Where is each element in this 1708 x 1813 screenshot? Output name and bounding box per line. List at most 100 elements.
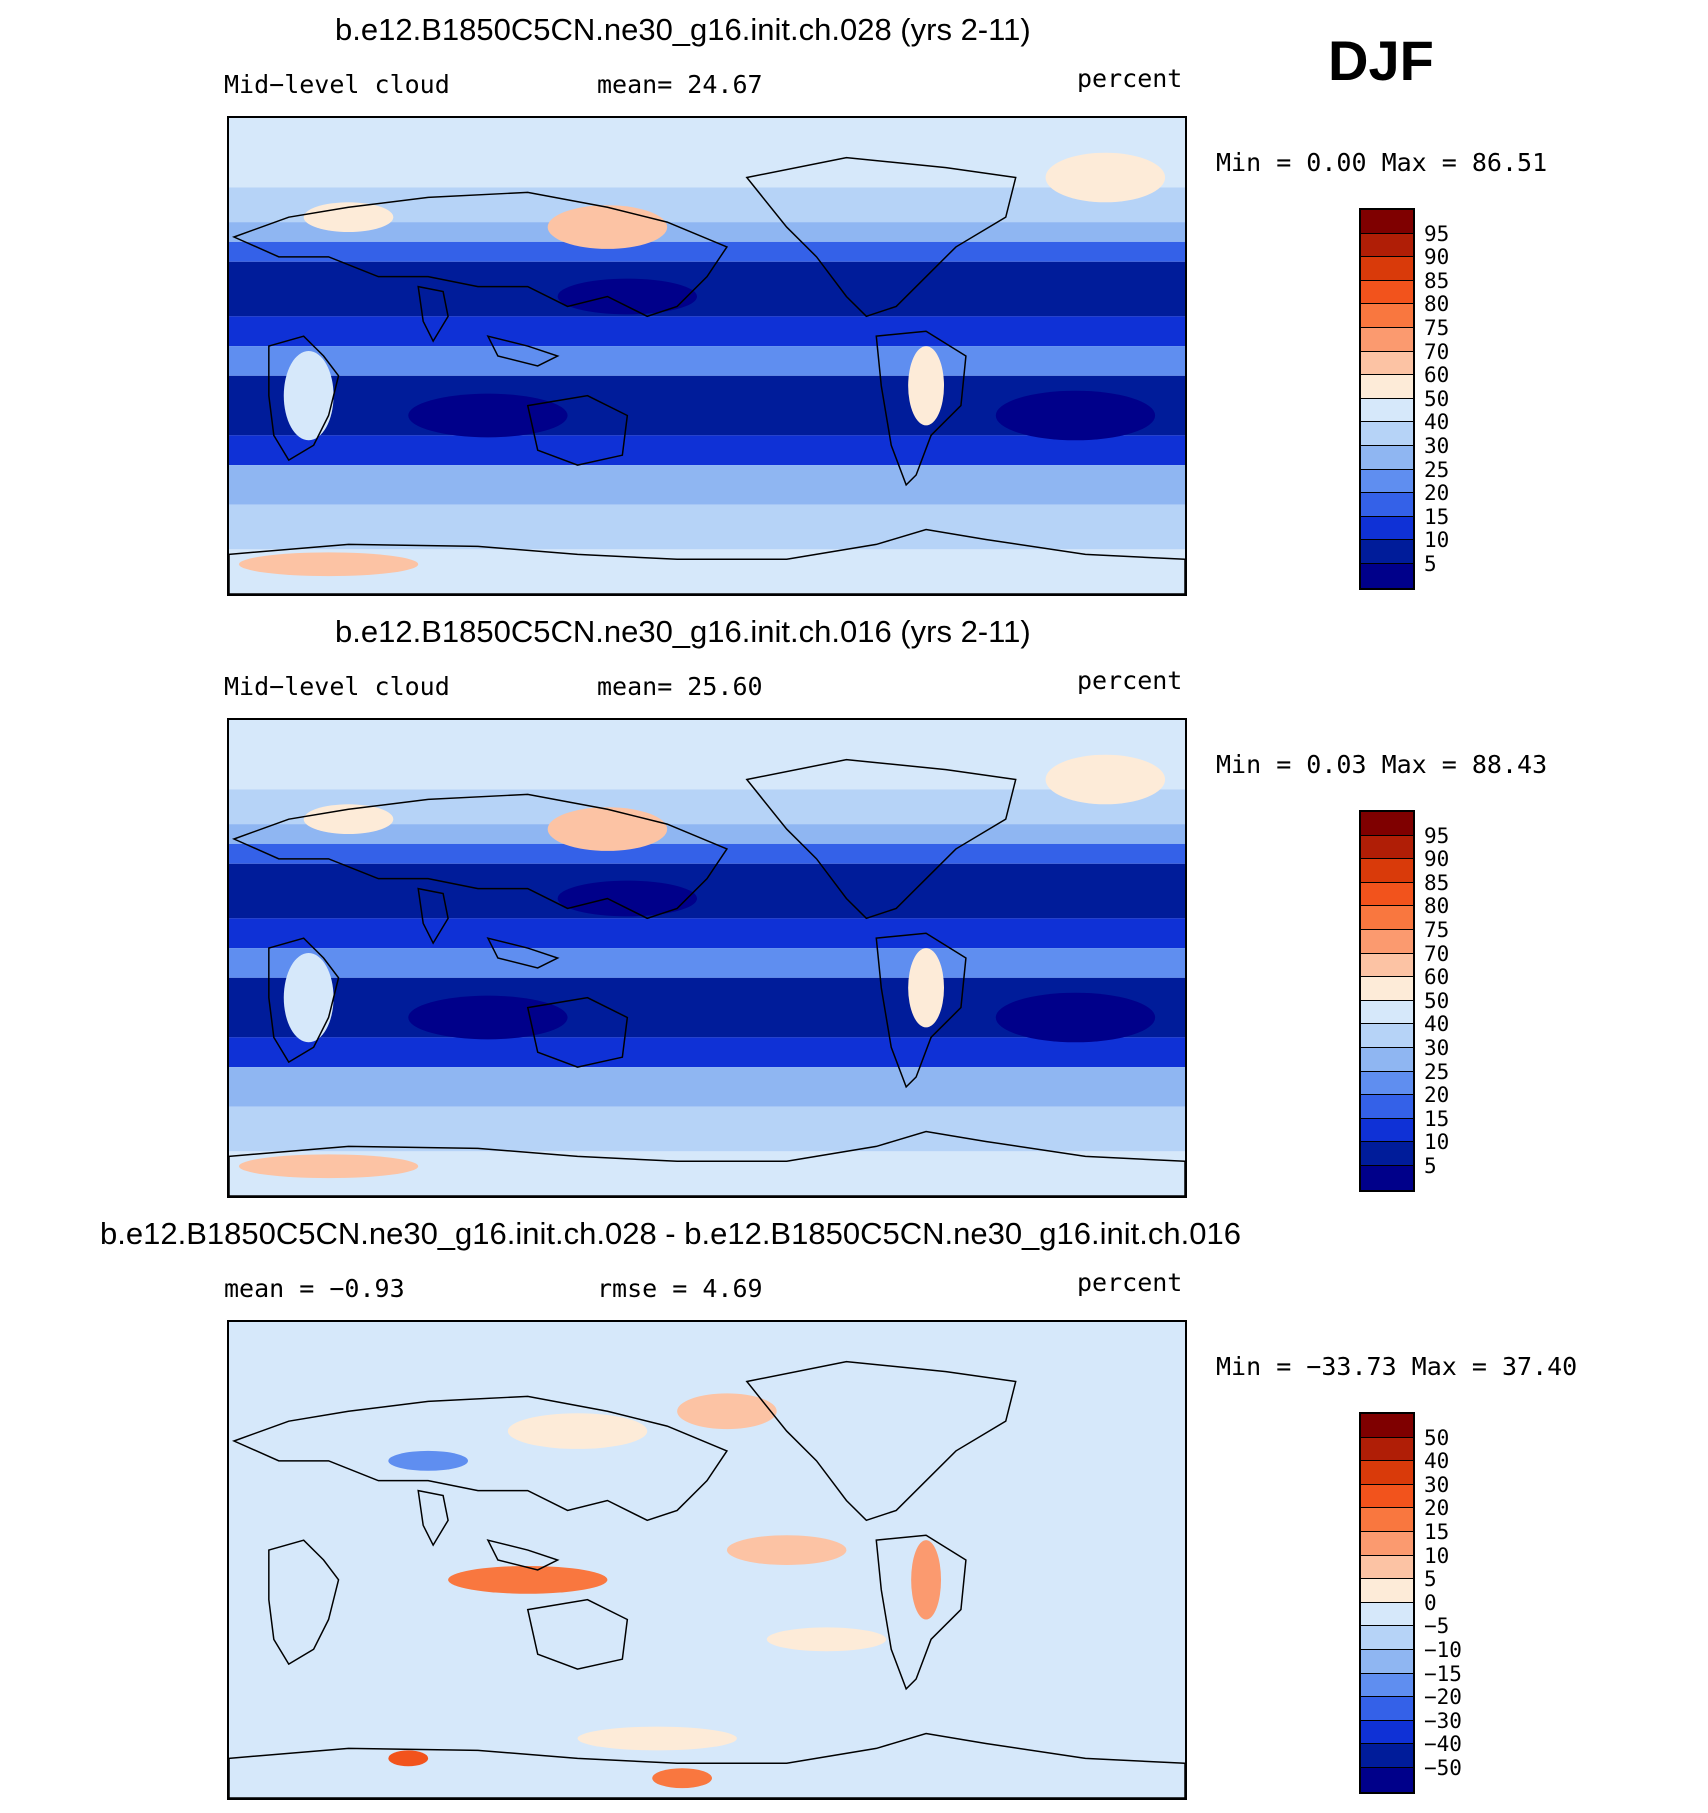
colorbar-cell: [1361, 540, 1413, 564]
colorbar-cell: [1361, 1461, 1413, 1485]
colorbar-cell: [1361, 1767, 1413, 1792]
panel3-rmse-label: rmse = 4.69: [597, 1274, 763, 1303]
colorbar-tick-label: 40: [1424, 1012, 1450, 1037]
colorbar-tick-label: −30: [1424, 1708, 1462, 1733]
panel1-map: [227, 116, 1187, 596]
field-blob: [303, 202, 394, 233]
colorbar-tick-label: 30: [1424, 1036, 1450, 1060]
panel1-units-label: percent: [1077, 64, 1183, 93]
panel1-minmax: Min = 0.00 Max = 86.51: [1216, 148, 1548, 177]
colorbar-tick-label: −40: [1424, 1732, 1462, 1757]
panel3-minmax: Min = −33.73 Max = 37.40: [1216, 1352, 1578, 1381]
colorbar-cell: [1361, 516, 1413, 541]
panel2-colorbar: [1359, 810, 1415, 1192]
colorbar-cell: [1361, 233, 1413, 258]
colorbar-cell: [1361, 1165, 1413, 1190]
colorbar-cell: [1361, 1414, 1413, 1438]
field-blob: [766, 1627, 887, 1652]
colorbar-tick-label: 20: [1424, 481, 1450, 506]
field-band: [229, 465, 1185, 505]
coastline: [875, 932, 967, 1089]
colorbar-tick-label: 20: [1424, 1083, 1450, 1108]
colorbar-tick-label: −20: [1424, 1685, 1462, 1710]
colorbar-cell: [1361, 1508, 1413, 1532]
colorbar-cell: [1361, 1555, 1413, 1580]
colorbar-cell: [1361, 1095, 1413, 1119]
colorbar-cell: [1361, 882, 1413, 907]
colorbar-cell: [1361, 812, 1413, 836]
colorbar-cell: [1361, 1626, 1413, 1650]
colorbar-cell: [1361, 257, 1413, 281]
colorbar-tick-label: 30: [1424, 434, 1450, 458]
colorbar-cell: [1361, 1579, 1413, 1603]
coastline: [268, 1539, 340, 1666]
colorbar-tick-label: 10: [1424, 528, 1450, 553]
colorbar-tick-label: 20: [1424, 1496, 1450, 1521]
colorbar-cell: [1361, 1531, 1413, 1556]
colorbar-tick-label: 25: [1424, 1059, 1450, 1084]
coastline: [231, 793, 729, 920]
field-band: [229, 346, 1185, 376]
field-blob: [1045, 152, 1166, 203]
colorbar-tick-label: −50: [1424, 1756, 1462, 1780]
panel2-mean-label: mean= 25.60: [597, 672, 763, 701]
colorbar-tick-label: 50: [1424, 988, 1450, 1013]
colorbar-cell: [1361, 469, 1413, 494]
field-band: [229, 918, 1185, 949]
field-blob: [238, 552, 419, 577]
field-band: [229, 1067, 1185, 1107]
colorbar-cell: [1361, 422, 1413, 446]
coastline: [229, 1130, 1185, 1196]
coastline: [526, 394, 629, 466]
colorbar-cell: [1361, 280, 1413, 305]
colorbar-cell: [1361, 398, 1413, 423]
field-blob: [238, 1154, 419, 1179]
colorbar-tick-label: 85: [1424, 870, 1450, 895]
panel3-colorbar: [1359, 1412, 1415, 1794]
colorbar-tick-label: 15: [1424, 504, 1450, 529]
colorbar-tick-label: 10: [1424, 1130, 1450, 1155]
colorbar-tick-label: 90: [1424, 847, 1450, 872]
field-band: [229, 118, 1185, 188]
coastline: [486, 1539, 560, 1571]
colorbar-tick-label: 70: [1424, 339, 1450, 364]
field-band: [229, 222, 1185, 242]
colorbar-cell: [1361, 1697, 1413, 1721]
coastline: [231, 191, 729, 318]
colorbar-cell: [1361, 327, 1413, 352]
colorbar-tick-label: 40: [1424, 410, 1450, 435]
coastline: [745, 156, 1017, 318]
panel3-map: [227, 1320, 1187, 1800]
field-blob: [388, 1450, 468, 1471]
field-blob: [577, 1726, 737, 1751]
colorbar-cell: [1361, 1024, 1413, 1048]
colorbar-tick-label: 25: [1424, 457, 1450, 482]
colorbar-cell: [1361, 953, 1413, 978]
field-band: [229, 1322, 1185, 1798]
colorbar-tick-label: 50: [1424, 1425, 1450, 1450]
panel2-minmax: Min = 0.03 Max = 88.43: [1216, 750, 1548, 779]
colorbar-cell: [1361, 493, 1413, 517]
colorbar-cell: [1361, 1437, 1413, 1462]
field-blob: [303, 804, 394, 835]
colorbar-cell: [1361, 304, 1413, 328]
colorbar-tick-label: 95: [1424, 221, 1450, 246]
panel2-units-label: percent: [1077, 666, 1183, 695]
panel1-mean-label: mean= 24.67: [597, 70, 763, 99]
colorbar-tick-label: 5: [1424, 1567, 1437, 1592]
colorbar-tick-label: 75: [1424, 316, 1450, 340]
field-band: [229, 1037, 1185, 1068]
colorbar-tick-label: 40: [1424, 1449, 1450, 1474]
field-band: [229, 241, 1185, 262]
field-blob: [507, 1413, 648, 1449]
coastline: [745, 1360, 1017, 1522]
coastline: [231, 1395, 729, 1522]
colorbar-tick-label: 60: [1424, 965, 1450, 990]
colorbar-tick-label: −5: [1424, 1614, 1450, 1639]
colorbar-tick-label: 15: [1424, 1520, 1450, 1544]
coastline: [229, 528, 1185, 594]
field-band: [229, 1106, 1185, 1152]
field-blob: [726, 1535, 847, 1565]
coastline: [526, 1598, 629, 1670]
field-blob: [652, 1768, 712, 1789]
